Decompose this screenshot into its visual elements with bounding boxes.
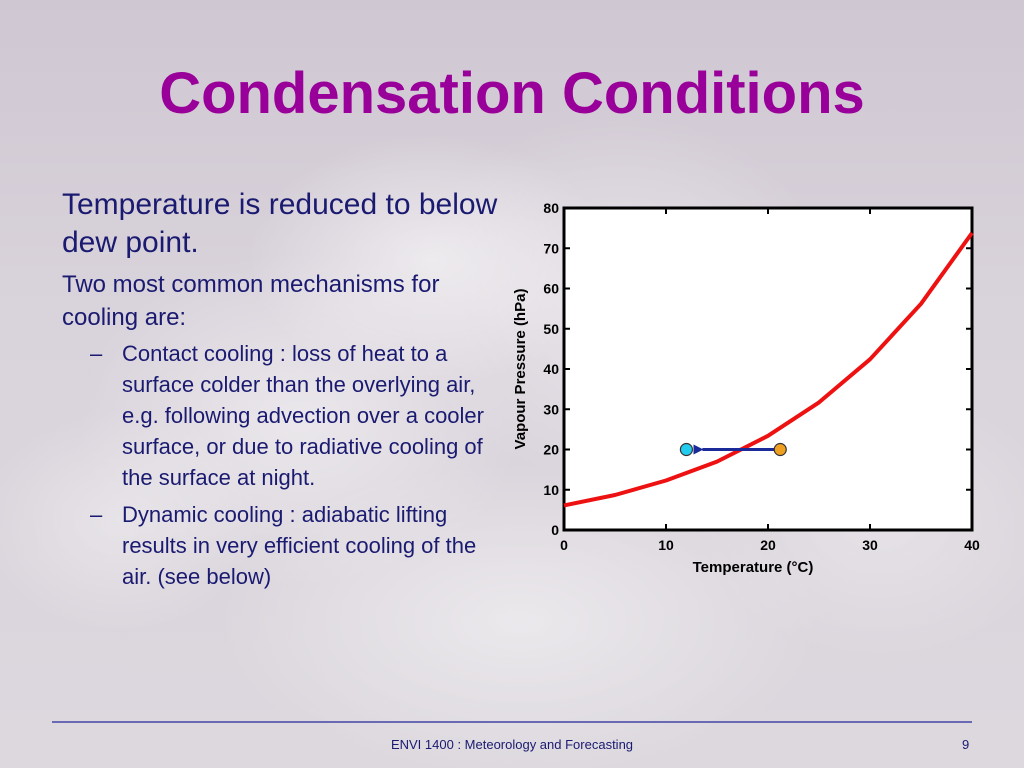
dew-point-marker — [679, 442, 693, 457]
x-tick-label: 20 — [760, 537, 776, 553]
chart-svg: 0 10 20 30 40 0 10 20 30 40 50 60 70 80 Vapour Pressur… — [512, 200, 980, 576]
slide-body: Temperature is reduced to below dew poin… — [62, 186, 502, 598]
y-tick-label: 40 — [543, 361, 559, 377]
y-tick-label: 70 — [543, 240, 559, 256]
slide-title: Condensation Conditions — [159, 61, 865, 126]
y-tick-label: 80 — [543, 200, 559, 216]
y-tick-label: 0 — [551, 522, 559, 538]
vapour-pressure-chart: 0 10 20 30 40 0 10 20 30 40 50 60 70 80 Vapour Pressur… — [505, 190, 1005, 590]
y-tick-label: 20 — [543, 442, 559, 458]
x-tick-label: 10 — [658, 537, 674, 553]
x-tick-label: 40 — [964, 537, 980, 553]
y-tick-label: 30 — [543, 401, 559, 417]
y-tick-label: 10 — [543, 482, 559, 498]
dynamic-cooling-text: Dynamic cooling : adiabatic lifting resu… — [122, 502, 477, 589]
plot-area — [562, 206, 974, 532]
x-tick-label: 30 — [862, 537, 878, 553]
y-tick-label: 60 — [543, 281, 559, 297]
dash-marker: – — [90, 502, 103, 527]
sub-bullet-contact-cooling: – Contact cooling : loss of heat to a su… — [62, 338, 502, 493]
bullet-cooling-mechanisms: Two most common mechanisms for cooling a… — [62, 271, 440, 331]
contact-cooling-text: Contact cooling : loss of heat to a surf… — [122, 341, 484, 490]
y-axis-label: Vapour Pressure (hPa) — [512, 289, 529, 450]
initial-state-point — [773, 442, 787, 457]
saturation-curve — [563, 231, 974, 508]
bullet-temperature-reduced: Temperature is reduced to below dew poin… — [62, 188, 498, 259]
sub-bullet-dynamic-cooling: – Dynamic cooling : adiabatic lifting re… — [62, 499, 502, 592]
y-tick-label: 50 — [543, 321, 559, 337]
footer-course-title: ENVI 1400 : Meteorology and Forecasting — [390, 737, 634, 752]
x-tick-label: 0 — [560, 537, 568, 553]
x-axis-label: Temperature (°C) — [693, 559, 814, 576]
footer-divider — [52, 721, 972, 723]
dash-marker: – — [90, 341, 103, 366]
page-number: 9 — [962, 737, 970, 752]
